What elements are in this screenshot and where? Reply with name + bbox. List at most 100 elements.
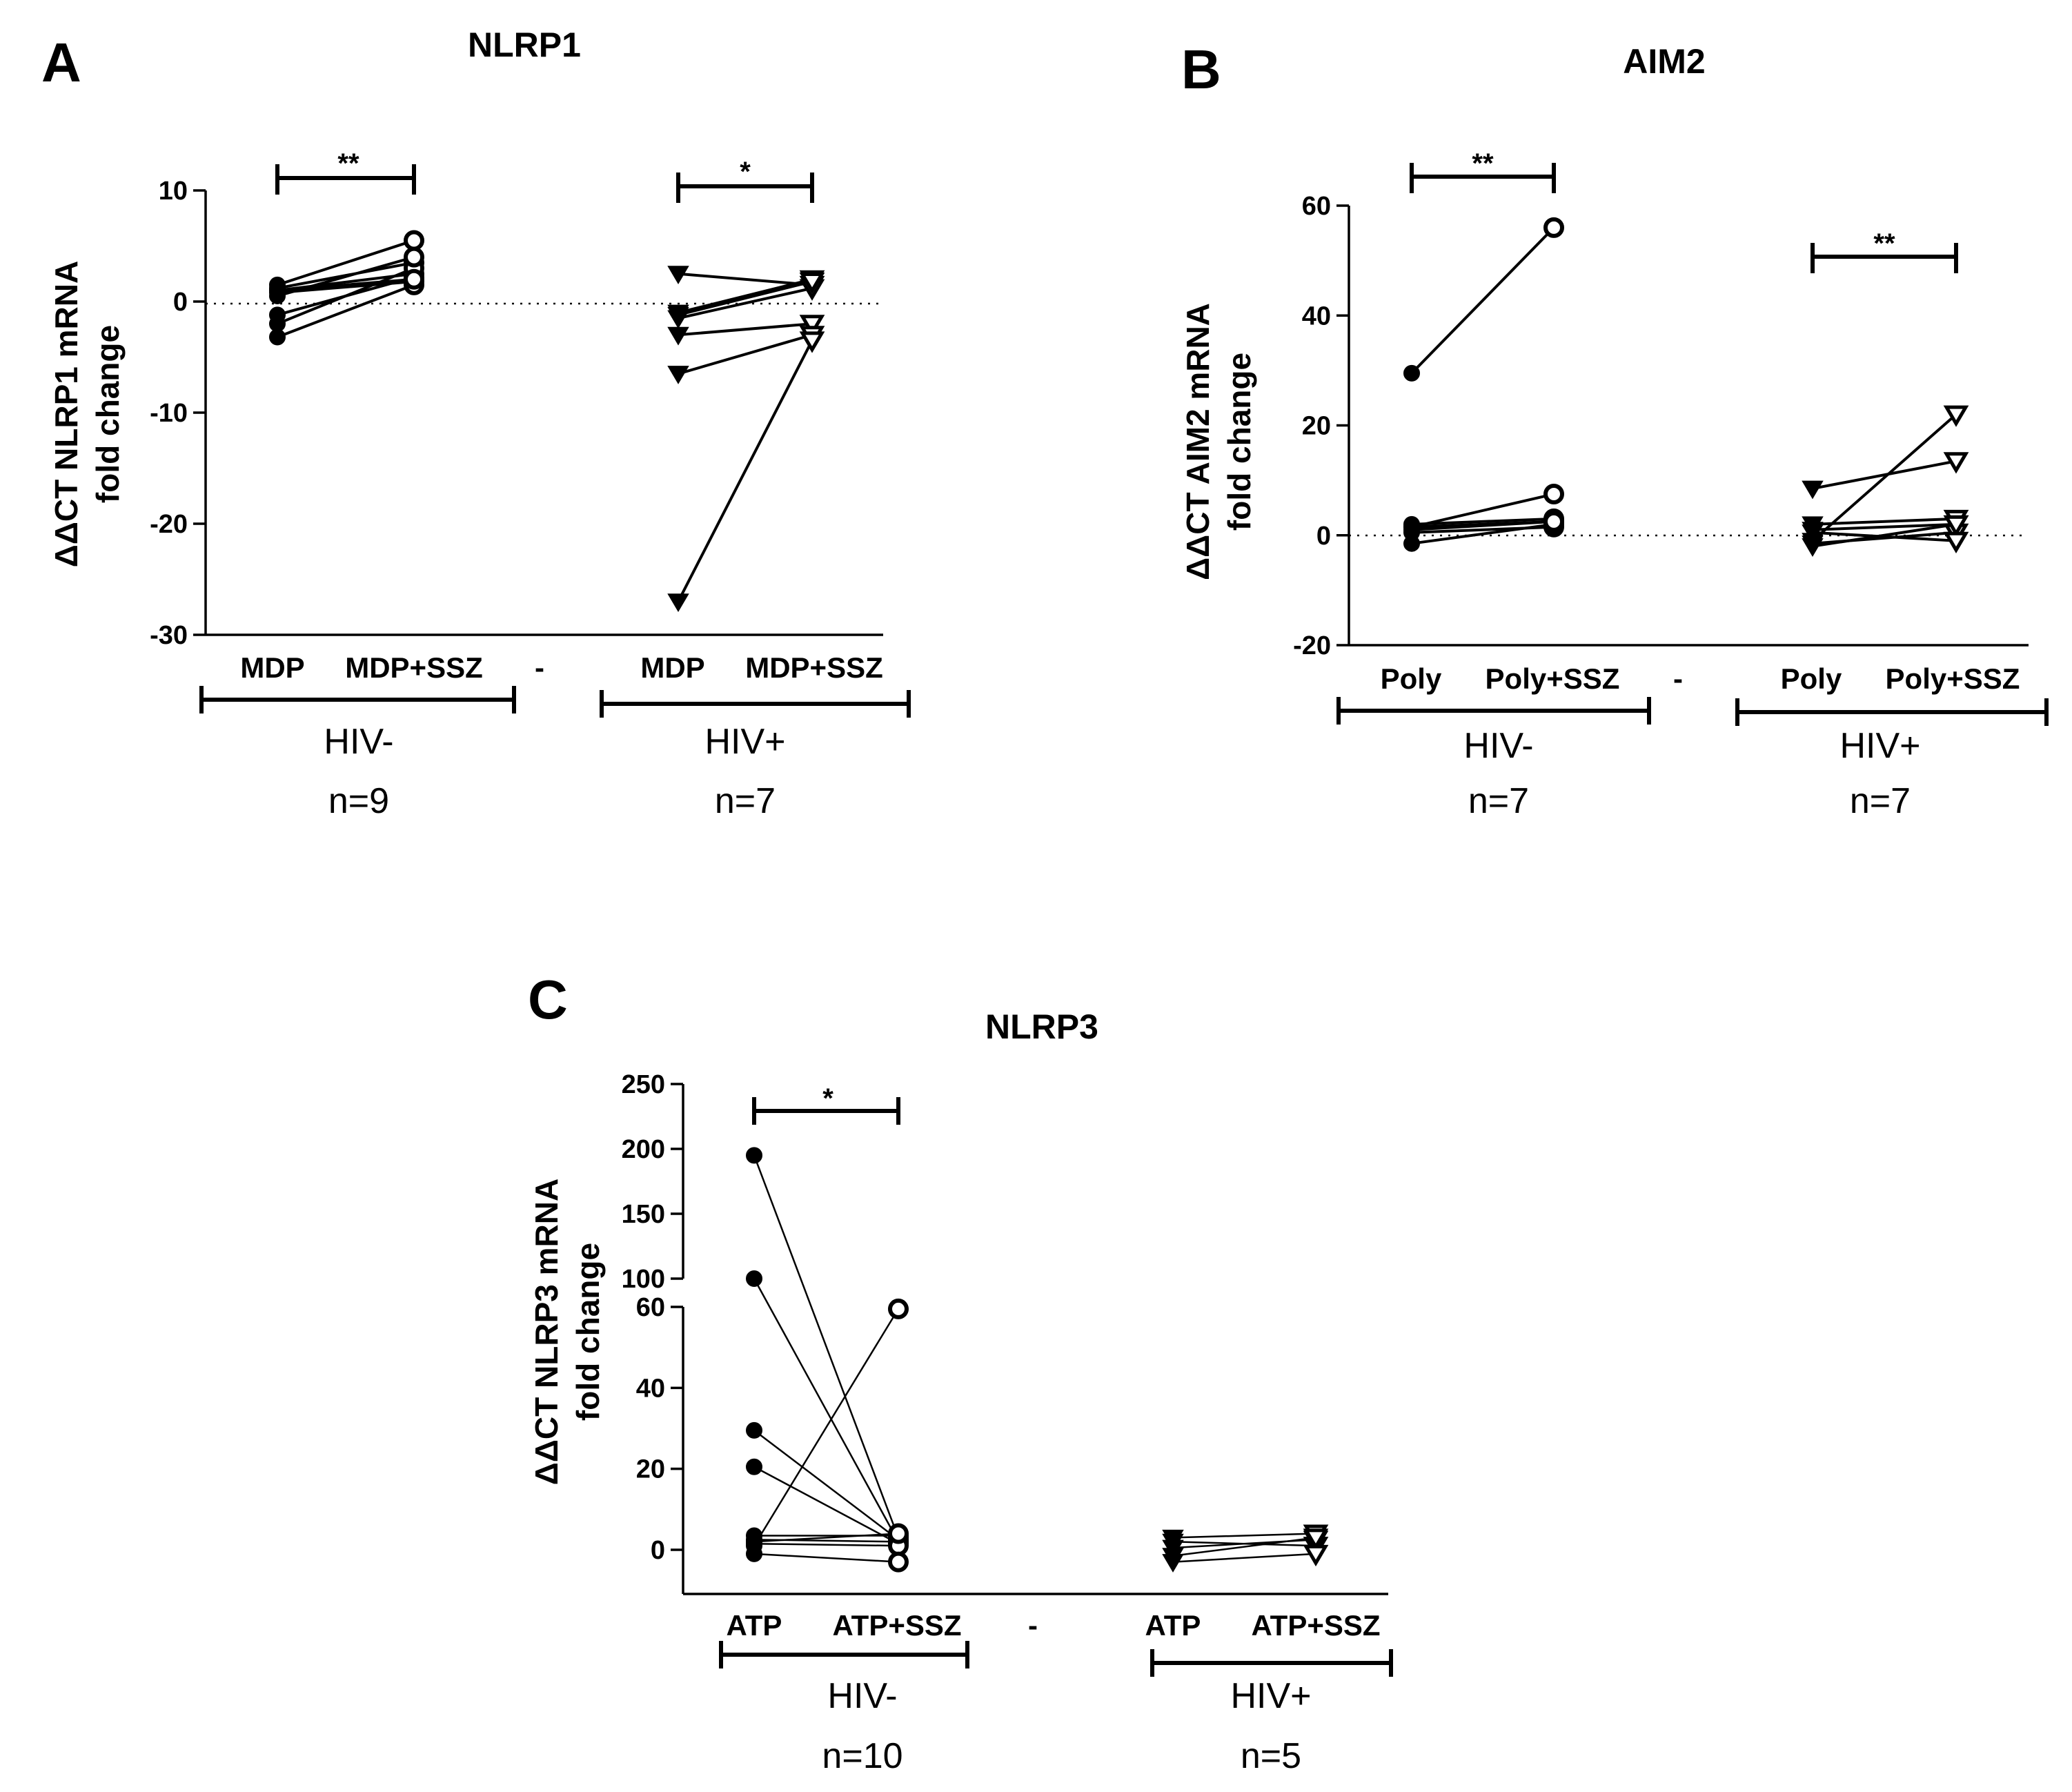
panel-b-g1-pair-0-line — [1812, 460, 1957, 491]
panel-b-title: AIM2 — [1623, 42, 1705, 81]
panel-c-g1-pair-4-line — [1172, 1553, 1316, 1563]
panel-b-g0-pair-6-point-a — [1403, 521, 1420, 538]
panel-b-g0-pair-2-line — [1411, 517, 1555, 526]
panel-b-g0-pair-0-point-b — [1543, 217, 1564, 238]
panel-letter-a: A — [41, 32, 81, 93]
panel-a-g1-pair-5-point-a — [667, 593, 689, 612]
panel-c-g0-pair-6-line — [753, 1542, 899, 1547]
panel-b-cat-2: Poly+SSZ — [1486, 662, 1620, 695]
panel-c-group-label-2: HIV+ — [1230, 1676, 1311, 1716]
panel-c-cat-2: ATP+SSZ — [832, 1609, 961, 1642]
panel-a-g1-pair-6-line — [678, 280, 813, 317]
panel-a-g1-pair-6-point-b — [799, 273, 825, 295]
panel-c-g0-pair-9-point-a — [746, 1537, 762, 1555]
panel-b-cat-4: Poly+SSZ — [1886, 662, 2020, 695]
panel-a-g0-pair-0-line — [277, 239, 415, 286]
panel-b-ylabel-line2: fold change — [1221, 353, 1257, 531]
panel-a-cat-1: MDP — [240, 651, 304, 684]
panel-c-group-bar-hiv-pos — [1150, 1649, 1393, 1677]
panel-b-group-bar-hiv-neg — [1336, 697, 1651, 725]
panel-b-g1-pair-6-point-a — [1802, 524, 1824, 544]
panel-a-ytick-label-3: -20 — [150, 510, 188, 539]
panel-b-g0-pair-6-line — [1411, 520, 1555, 531]
panel-a-group-bar-hiv-neg — [199, 686, 516, 713]
panel-a-ytick-label-1: 0 — [173, 288, 188, 317]
panel-a-g1-pair-3-point-a — [667, 326, 689, 346]
panel-a-g1-pair-5-line — [677, 339, 813, 602]
panel-c-g0-pair-2-line — [753, 1429, 899, 1541]
panel-c-g0-pair-1-point-a — [746, 1270, 762, 1287]
panel-b-g1-pair-0-point-b — [1943, 452, 1969, 474]
panel-b-sig-bracket-2 — [1810, 243, 1958, 273]
panel-b-group-label-2: HIV+ — [1839, 726, 1920, 766]
panel-c-ytick-label-4: 60 — [636, 1293, 665, 1322]
panel-a-g1-pair-1-line — [678, 277, 813, 315]
panel-b-g0-pair-0-point-a — [1403, 364, 1420, 382]
panel-c-cat-1: ATP — [727, 1609, 782, 1642]
panel-a-g1-pair-6-point-a — [667, 306, 689, 326]
panel-a-g0-pair-8-line — [277, 255, 415, 297]
panel-c-g0-pair-8-point-b — [888, 1523, 909, 1544]
panel-c-ytick-label-3: 100 — [622, 1265, 665, 1294]
panel-c-ytick-label-2: 150 — [622, 1200, 665, 1229]
panel-c-g0-pair-3-point-a — [746, 1458, 762, 1475]
panel-a-group-bar-hiv-pos — [600, 690, 911, 718]
panel-a-cat-3: MDP — [640, 651, 704, 684]
panel-c-n-label-2: n=5 — [1241, 1736, 1301, 1776]
panel-c-g0-pair-9-point-b — [888, 1298, 909, 1319]
panel-b-group-label-1: HIV- — [1463, 726, 1533, 766]
panel-c-ylabel-line1: ΔΔCT NLRP3 mRNA — [529, 1179, 564, 1485]
panel-b-g0-pair-5-point-a — [1403, 535, 1420, 552]
panel-b-g1-pair-1-line — [1811, 413, 1957, 542]
panel-c-ytick-label-0: 250 — [622, 1070, 665, 1099]
panel-a-ytick-label-4: -30 — [150, 621, 188, 650]
panel-b-g0-pair-1-line — [1411, 493, 1555, 529]
panel-letter-c: C — [528, 969, 568, 1030]
panel-c-ytick-label-5: 40 — [636, 1374, 665, 1403]
panel-c-g0-pair-9-line — [753, 1308, 900, 1546]
panel-c-g1-pair-4-point-a — [1162, 1554, 1184, 1573]
panel-b-ytick-label-1: 40 — [1302, 302, 1331, 331]
panel-c-ytick-label-6: 20 — [636, 1455, 665, 1484]
panel-c-g0-pair-0-line — [753, 1154, 900, 1538]
panel-b-group-bar-hiv-pos — [1735, 698, 2049, 726]
panel-c-g0-pair-7-line — [753, 1553, 899, 1563]
panel-a-g0-pair-6-point-a — [269, 328, 286, 346]
panel-c-g0-pair-2-point-a — [746, 1421, 762, 1439]
panel-c-ytick-label-1: 200 — [622, 1135, 665, 1164]
panel-a-g0-pair-8-point-b — [404, 246, 424, 268]
panel-b-g0-pair-1-point-b — [1543, 484, 1564, 505]
panel-a-g1-pair-0-point-a — [667, 266, 689, 285]
panel-b-g1-pair-5-point-b — [1943, 515, 1969, 538]
panel-b-g0-pair-0-line — [1410, 226, 1555, 375]
panel-c-g0-pair-8-line — [753, 1533, 899, 1543]
panel-a-g1-pair-5-point-b — [799, 331, 825, 353]
panel-c-group-bar-hiv-neg — [719, 1641, 969, 1668]
panel-a-g1-pair-0-line — [678, 272, 813, 286]
panel-b-sig-bracket-1 — [1410, 163, 1556, 193]
panel-a-sig-bracket-1 — [275, 164, 416, 195]
panel-b-g1-pair-6-line — [1812, 531, 1957, 542]
panel-b-sig-label-1: ** — [1472, 148, 1494, 179]
panel-a-ytick-label-0: 10 — [159, 177, 188, 206]
panel-b-g1-pair-0-point-a — [1802, 480, 1824, 500]
panel-b-g1-pair-6-point-b — [1943, 531, 1969, 553]
panel-c-g1-pair-3-line — [1172, 1537, 1316, 1557]
panel-c-g0-pair-1-line — [753, 1278, 900, 1542]
panel-c-g1-pair-0-line — [1172, 1533, 1316, 1539]
panel-a-separator: - — [535, 651, 544, 684]
panel-c-sig-bracket-1 — [752, 1097, 900, 1125]
panel-a-ylabel-line1: ΔΔCT NLRP1 mRNA — [48, 261, 84, 567]
panel-a-sig-bracket-2 — [676, 173, 814, 203]
panel-a-g0-pair-7-point-b — [404, 268, 424, 290]
panel-a-ylabel-line2: fold change — [90, 325, 126, 503]
panel-c-g0-pair-3-line — [753, 1466, 899, 1545]
panel-a-n-label-2: n=7 — [715, 781, 776, 821]
panel-b-g1-pair-3-line — [1812, 522, 1957, 531]
panel-a-g1-pair-3-line — [678, 322, 813, 337]
panel-b-g0-pair-6-point-b — [1543, 511, 1564, 532]
panel-c-g0-pair-7-point-b — [888, 1551, 909, 1573]
panel-a-g1-pair-2-line — [678, 286, 813, 320]
panel-c-g0-pair-0-point-a — [746, 1147, 762, 1164]
